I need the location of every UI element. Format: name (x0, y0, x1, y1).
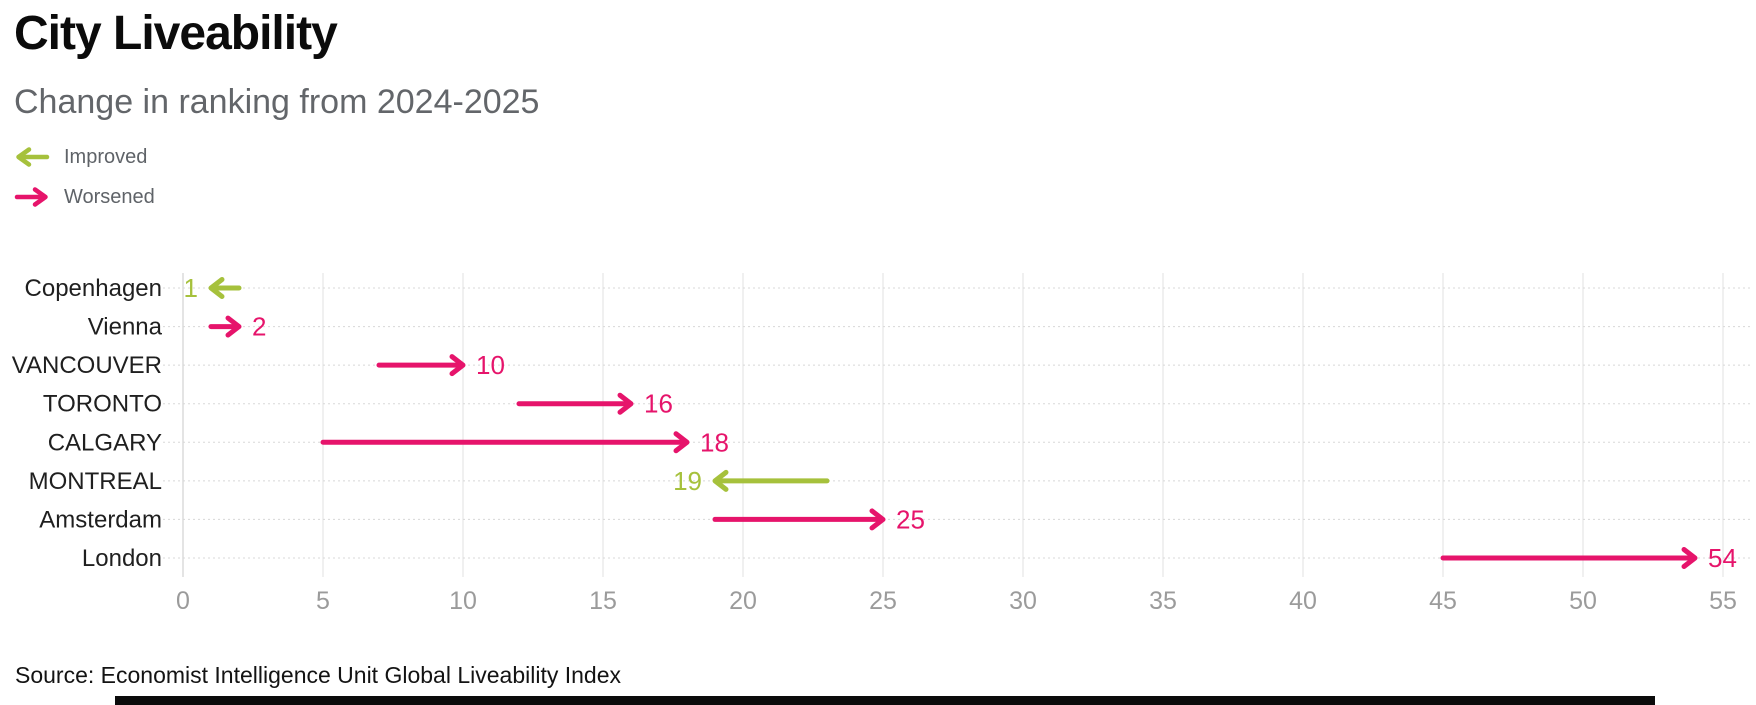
source-note: Source: Economist Intelligence Unit Glob… (15, 662, 621, 688)
window-edge-bar (115, 696, 1655, 705)
value-label-montreal: 19 (673, 466, 702, 496)
city-label-montreal: MONTREAL (29, 468, 162, 495)
city-label-calgary: CALGARY (48, 429, 162, 456)
x-tick-label: 55 (1709, 587, 1737, 615)
x-tick-label: 50 (1569, 587, 1597, 615)
improved-left-arrow-icon (16, 147, 50, 167)
arrow-head-copenhagen (208, 277, 225, 299)
arrow-head-amsterdam (869, 508, 886, 531)
legend-worsened-label: Worsened (64, 185, 155, 208)
city-label-copenhagen: Copenhagen (25, 275, 162, 302)
value-label-vienna: 2 (252, 312, 266, 342)
value-label-vancouver: 10 (476, 350, 505, 380)
worsened-right-arrow-icon (14, 187, 48, 207)
x-tick-label: 35 (1149, 587, 1177, 615)
city-label-vienna: Vienna (88, 314, 163, 341)
arrow-head-montreal (712, 469, 729, 492)
legend: Improved Worsened (14, 142, 155, 222)
x-tick-label: 40 (1289, 587, 1317, 615)
value-label-toronto: 16 (644, 389, 673, 419)
city-label-toronto: TORONTO (43, 391, 162, 418)
arrow-head-calgary (673, 431, 690, 454)
legend-item-worsened: Worsened (14, 182, 155, 212)
liveability-arrow-chart: 0 5 10 15 20 25 30 35 40 45 50 55 Copenhagen 1 Vienna 2… (12, 273, 1750, 615)
value-label-amsterdam: 25 (896, 504, 925, 534)
city-label-amsterdam: Amsterdam (39, 506, 162, 533)
x-tick-label: 25 (869, 587, 897, 615)
value-label-copenhagen: 1 (184, 273, 198, 303)
value-label-london: 54 (1708, 543, 1737, 573)
x-tick-label: 10 (449, 587, 477, 615)
arrow-head-london (1681, 546, 1698, 569)
chart-subtitle: Change in ranking from 2024-2025 (14, 83, 540, 121)
x-tick-label: 30 (1009, 587, 1037, 615)
legend-item-improved: Improved (14, 142, 155, 172)
arrow-head-vancouver (449, 354, 466, 377)
arrow-head-vienna (225, 315, 242, 338)
x-tick-label: 0 (176, 587, 190, 615)
x-tick-label: 20 (729, 587, 757, 615)
city-label-london: London (82, 545, 162, 572)
page-title: City Liveability (14, 7, 338, 60)
x-tick-label: 5 (316, 587, 330, 615)
city-label-vancouver: VANCOUVER (12, 352, 162, 379)
x-tick-label: 15 (589, 587, 617, 615)
arrow-head-toronto (617, 392, 634, 415)
x-tick-label: 45 (1429, 587, 1457, 615)
legend-improved-label: Improved (64, 145, 148, 168)
value-label-calgary: 18 (700, 427, 729, 457)
